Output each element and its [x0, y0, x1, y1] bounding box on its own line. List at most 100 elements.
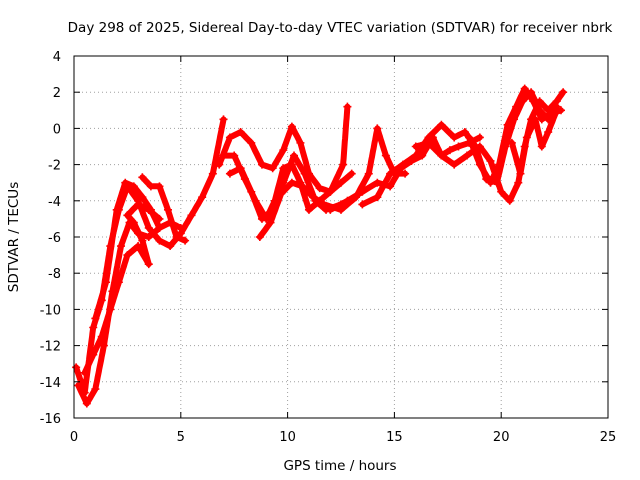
y-tick-label: 4	[53, 50, 61, 65]
data-point	[114, 278, 123, 287]
y-tick-label: -4	[48, 195, 61, 210]
data-point	[309, 193, 318, 202]
data-point	[287, 122, 296, 131]
data-point	[74, 381, 83, 390]
data-point	[172, 233, 181, 241]
data-point	[450, 133, 459, 142]
data-point	[225, 133, 234, 142]
data-point	[89, 323, 98, 332]
data-point	[319, 200, 328, 209]
series-line	[92, 179, 163, 322]
data-point	[290, 151, 299, 160]
series-line	[73, 116, 227, 396]
data-point	[296, 138, 305, 147]
data-point	[411, 142, 420, 151]
x-tick-label: 0	[70, 430, 78, 445]
data-point	[401, 169, 410, 178]
y-axis-label: SDTVAR / TECUs	[6, 182, 22, 292]
y-tick-label: -2	[48, 159, 61, 174]
data-point	[326, 205, 335, 214]
y-tick-label: -8	[48, 267, 61, 282]
data-point	[507, 138, 516, 147]
data-point	[225, 169, 234, 178]
data-point	[552, 106, 561, 115]
data-point	[236, 164, 245, 173]
series-track-13	[465, 84, 566, 187]
data-point	[176, 223, 185, 232]
series-line	[466, 85, 564, 186]
data-point	[219, 151, 228, 160]
data-point	[89, 350, 98, 359]
data-series	[72, 84, 568, 408]
data-point	[144, 223, 153, 232]
y-tick-label: -14	[40, 376, 61, 391]
data-point	[268, 164, 277, 173]
data-point	[155, 223, 164, 232]
data-point	[465, 133, 474, 142]
data-point	[279, 178, 288, 187]
y-tick-label: -12	[40, 340, 61, 355]
data-point	[373, 193, 382, 202]
data-point	[134, 242, 143, 251]
series-track-4	[91, 178, 164, 323]
data-point	[138, 236, 147, 245]
x-axis-label: GPS time / hours	[283, 458, 396, 474]
data-point	[99, 341, 108, 350]
data-point	[146, 182, 155, 191]
data-point	[304, 205, 313, 214]
data-point	[522, 133, 531, 142]
data-point	[529, 97, 538, 106]
series-line	[216, 123, 355, 195]
data-point	[347, 169, 356, 178]
data-point	[358, 187, 367, 196]
x-axis-ticks: 0 5 10 15 20 25	[70, 56, 616, 445]
data-point	[230, 151, 239, 160]
data-point	[97, 332, 106, 341]
data-point	[503, 120, 512, 129]
data-point	[102, 278, 111, 287]
data-point	[208, 169, 217, 178]
data-point	[298, 182, 307, 191]
data-point	[257, 214, 266, 223]
data-point	[121, 178, 130, 187]
data-point	[460, 128, 469, 137]
data-point	[497, 187, 506, 196]
data-point	[516, 169, 525, 178]
x-tick-label: 20	[493, 430, 510, 445]
data-point	[181, 236, 190, 245]
data-point	[300, 169, 309, 178]
chart-title: Day 298 of 2025, Sidereal Day-to-day VTE…	[68, 20, 613, 36]
data-point	[450, 160, 459, 169]
data-point	[531, 115, 540, 124]
data-point	[559, 88, 568, 97]
data-point	[437, 120, 446, 129]
series-line	[220, 103, 351, 222]
y-tick-label: -16	[40, 412, 61, 427]
data-point	[166, 242, 175, 251]
data-point	[326, 187, 335, 196]
data-point	[155, 182, 164, 191]
data-point	[163, 205, 172, 214]
data-point	[358, 200, 367, 209]
data-point	[386, 182, 395, 191]
data-point	[364, 169, 373, 178]
data-point	[72, 363, 81, 372]
data-point	[144, 233, 153, 241]
data-point	[475, 142, 484, 151]
data-point	[373, 124, 382, 133]
data-point	[381, 151, 390, 160]
data-point	[134, 200, 143, 209]
data-point	[80, 368, 89, 377]
data-point	[437, 151, 446, 160]
data-point	[337, 178, 345, 187]
data-point	[445, 146, 454, 155]
data-point	[215, 160, 224, 169]
x-tick-label: 15	[386, 430, 403, 445]
series-line	[508, 107, 560, 177]
data-point	[247, 187, 256, 196]
series-track-14	[507, 106, 561, 178]
data-point	[219, 115, 228, 124]
data-point	[343, 102, 352, 111]
data-point	[463, 151, 472, 160]
data-point	[279, 146, 288, 155]
